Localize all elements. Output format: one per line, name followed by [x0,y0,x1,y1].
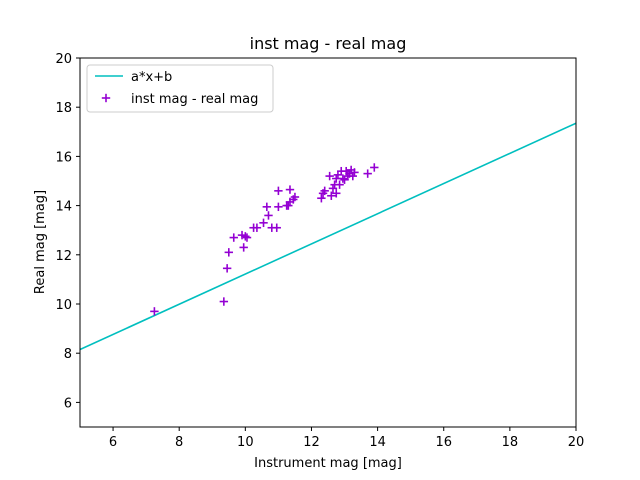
data-point [252,223,262,232]
data-point [222,264,232,273]
data-point [224,248,233,257]
data-point [219,297,229,306]
y-tick-label: 12 [55,249,72,264]
y-tick-label: 20 [55,52,72,67]
legend-label-scatter: inst mag - real mag [131,92,258,107]
data-point [239,243,248,252]
x-tick-label: 14 [369,435,386,450]
y-tick-label: 16 [55,150,72,165]
data-point [284,201,293,210]
plot-area [80,122,576,351]
data-point [328,184,338,193]
data-point [150,307,159,316]
axes: 6 8 10 12 14 16 18 20 6 8 10 12 14 16 18 20 [55,52,584,450]
legend-marker-swatch [101,93,111,103]
data-point [274,186,283,196]
data-point [274,202,283,212]
legend-label-fit: a*x+b [131,70,172,85]
data-point [242,233,252,242]
legend: a*x+b inst mag - real mag [86,64,274,113]
x-tick-label: 10 [237,435,254,450]
x-tick-label: 16 [435,435,452,450]
data-point [320,186,329,196]
x-tick-label: 8 [175,435,183,450]
x-tick-label: 18 [502,435,519,450]
data-point [259,218,268,228]
data-point [290,192,300,202]
fit-line [80,122,576,351]
x-axis-label: Instrument mag [mag] [254,456,402,471]
y-tick-label: 8 [64,347,72,362]
y-tick-label: 14 [55,200,72,215]
data-point [350,168,359,177]
data-point [338,174,348,183]
data-point [327,191,336,200]
x-tick-label: 6 [109,435,117,450]
x-tick-label: 20 [568,435,585,450]
data-point [317,194,326,203]
y-axis-label: Real mag [mag] [33,190,48,294]
data-point [262,202,272,212]
data-point [325,171,334,181]
data-point [332,189,341,198]
data-point [285,185,295,194]
y-tick-label: 18 [55,101,72,116]
data-point [264,211,273,220]
x-tick-label: 12 [303,435,320,450]
data-point [363,169,372,178]
chart-title: inst mag - real mag [250,34,407,53]
data-point [241,232,250,241]
legend-box [86,64,274,113]
axes-frame [79,57,577,428]
data-point [335,180,344,189]
y-tick-label: 6 [64,396,72,411]
y-tick-label: 10 [55,298,72,313]
data-point [229,233,238,242]
data-point [348,171,357,181]
plot-marks [80,122,576,351]
data-point [272,223,281,232]
data-point [370,163,379,172]
